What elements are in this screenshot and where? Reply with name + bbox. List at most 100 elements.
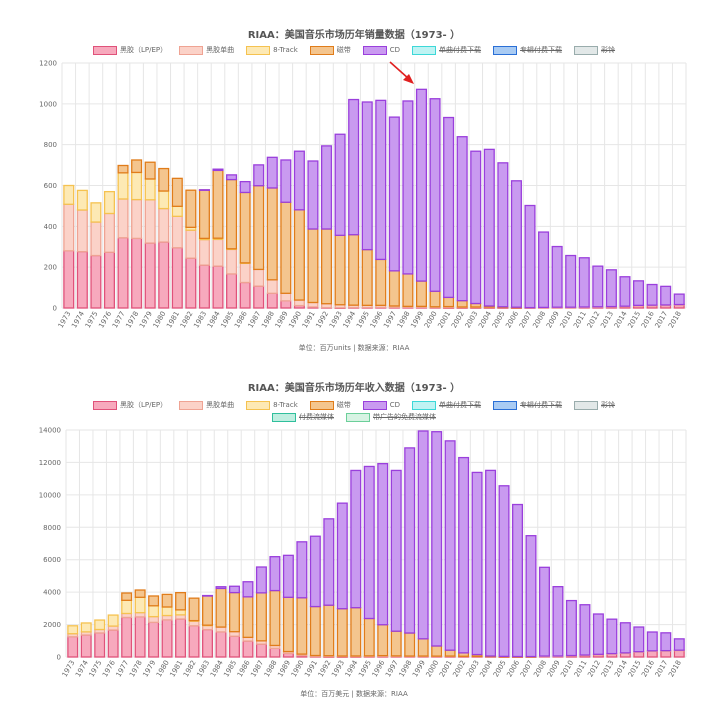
- revenue-bar-segment[interactable]: [552, 586, 564, 657]
- units-bar-segment[interactable]: [185, 189, 197, 229]
- revenue-bar-segment[interactable]: [215, 586, 227, 590]
- units-bar-segment[interactable]: [239, 281, 251, 309]
- revenue-bar-segment[interactable]: [188, 620, 200, 627]
- units-bar-segment[interactable]: [605, 269, 617, 308]
- units-bar-segment[interactable]: [198, 189, 210, 240]
- units-bar-segment[interactable]: [456, 299, 468, 308]
- revenue-bar-segment[interactable]: [242, 596, 254, 639]
- units-bar-segment[interactable]: [646, 283, 658, 306]
- units-bar-segment[interactable]: [90, 202, 102, 223]
- revenue-bar-segment[interactable]: [148, 605, 160, 618]
- units-bar-segment[interactable]: [63, 250, 75, 309]
- revenue-bar-segment[interactable]: [148, 595, 160, 607]
- units-bar-segment[interactable]: [76, 209, 88, 253]
- revenue-bar-segment[interactable]: [121, 599, 133, 615]
- units-bar-segment[interactable]: [361, 248, 373, 306]
- revenue-bar-segment[interactable]: [377, 624, 389, 657]
- units-bar-segment[interactable]: [497, 162, 509, 308]
- revenue-legend-item[interactable]: 付费流媒体: [272, 411, 334, 423]
- units-bar-segment[interactable]: [103, 251, 116, 309]
- revenue-bar-segment[interactable]: [121, 616, 133, 658]
- units-legend-item[interactable]: 磁带: [309, 44, 351, 56]
- revenue-bar-segment[interactable]: [404, 632, 416, 657]
- units-bar-segment[interactable]: [63, 203, 75, 252]
- revenue-bar-segment[interactable]: [323, 518, 335, 606]
- revenue-bar-segment[interactable]: [485, 469, 497, 657]
- units-legend-item[interactable]: 8-Track: [246, 44, 298, 56]
- units-bar-segment[interactable]: [131, 171, 143, 201]
- revenue-legend-item[interactable]: 带广告的免费流媒体: [346, 411, 436, 423]
- revenue-bar-segment[interactable]: [363, 617, 375, 657]
- revenue-bar-segment[interactable]: [215, 587, 227, 628]
- revenue-bar-segment[interactable]: [269, 556, 281, 592]
- revenue-bar-segment[interactable]: [606, 618, 618, 655]
- units-bar-segment[interactable]: [171, 215, 183, 249]
- units-bar-segment[interactable]: [280, 300, 292, 309]
- units-bar-segment[interactable]: [388, 270, 400, 307]
- units-bar-segment[interactable]: [443, 116, 455, 299]
- units-bar-segment[interactable]: [131, 237, 143, 309]
- revenue-bar-segment[interactable]: [121, 592, 133, 601]
- units-bar-segment[interactable]: [348, 234, 360, 306]
- revenue-bar-segment[interactable]: [444, 440, 456, 651]
- units-bar-segment[interactable]: [280, 201, 292, 294]
- revenue-legend-item[interactable]: 彩铃: [574, 399, 615, 411]
- units-bar-segment[interactable]: [456, 136, 468, 302]
- units-bar-segment[interactable]: [307, 160, 319, 230]
- units-bar-segment[interactable]: [293, 299, 305, 307]
- revenue-bar-segment[interactable]: [565, 599, 577, 657]
- units-bar-segment[interactable]: [76, 250, 88, 309]
- revenue-bar-segment[interactable]: [202, 595, 214, 626]
- units-bar-segment[interactable]: [415, 88, 428, 282]
- revenue-bar-segment[interactable]: [660, 632, 672, 652]
- units-bar-segment[interactable]: [307, 301, 319, 308]
- units-bar-segment[interactable]: [158, 207, 170, 243]
- revenue-bar-segment[interactable]: [390, 469, 402, 632]
- units-bar-segment[interactable]: [375, 258, 387, 306]
- revenue-legend-item[interactable]: 8-Track: [246, 399, 298, 411]
- units-bar-segment[interactable]: [402, 100, 414, 275]
- revenue-bar-segment[interactable]: [404, 447, 416, 634]
- revenue-bar-segment[interactable]: [80, 622, 92, 633]
- units-bar-segment[interactable]: [266, 156, 278, 189]
- units-bar-segment[interactable]: [185, 229, 197, 259]
- units-bar-segment[interactable]: [144, 178, 156, 201]
- revenue-legend-item[interactable]: 黑胶单曲: [179, 399, 234, 411]
- revenue-bar-segment[interactable]: [323, 604, 335, 657]
- revenue-bar-segment[interactable]: [255, 643, 267, 658]
- revenue-bar-segment[interactable]: [148, 615, 160, 624]
- units-bar-segment[interactable]: [266, 292, 278, 309]
- units-bar-segment[interactable]: [348, 98, 360, 236]
- units-bar-segment[interactable]: [320, 228, 333, 305]
- revenue-bar-segment[interactable]: [309, 535, 321, 608]
- revenue-bar-segment[interactable]: [161, 619, 173, 658]
- units-bar-segment[interactable]: [538, 231, 550, 309]
- units-bar-segment[interactable]: [402, 273, 414, 308]
- revenue-bar-segment[interactable]: [188, 597, 200, 622]
- units-bar-segment[interactable]: [253, 268, 265, 287]
- revenue-bar-segment[interactable]: [390, 630, 402, 657]
- units-bar-segment[interactable]: [117, 172, 129, 200]
- revenue-bar-segment[interactable]: [175, 591, 187, 611]
- units-bar-segment[interactable]: [307, 228, 319, 304]
- revenue-bar-segment[interactable]: [282, 596, 294, 653]
- units-bar-segment[interactable]: [375, 99, 387, 261]
- units-bar-segment[interactable]: [171, 247, 183, 309]
- units-bar-segment[interactable]: [103, 190, 116, 215]
- revenue-bar-segment[interactable]: [417, 638, 429, 657]
- revenue-bar-segment[interactable]: [363, 465, 375, 620]
- units-bar-segment[interactable]: [90, 221, 102, 257]
- units-bar-segment[interactable]: [226, 248, 238, 275]
- units-bar-segment[interactable]: [388, 116, 400, 272]
- revenue-bar-segment[interactable]: [350, 607, 362, 657]
- revenue-bar-segment[interactable]: [188, 625, 200, 658]
- revenue-bar-segment[interactable]: [228, 591, 240, 633]
- revenue-bar-segment[interactable]: [148, 621, 160, 658]
- revenue-bar-segment[interactable]: [107, 614, 119, 627]
- units-bar-segment[interactable]: [131, 159, 143, 174]
- units-bar-segment[interactable]: [226, 273, 238, 309]
- revenue-bar-segment[interactable]: [94, 632, 106, 658]
- units-bar-segment[interactable]: [280, 292, 292, 302]
- units-bar-segment[interactable]: [592, 265, 604, 308]
- revenue-legend-item[interactable]: 黑胶（LP/EP）: [92, 399, 167, 411]
